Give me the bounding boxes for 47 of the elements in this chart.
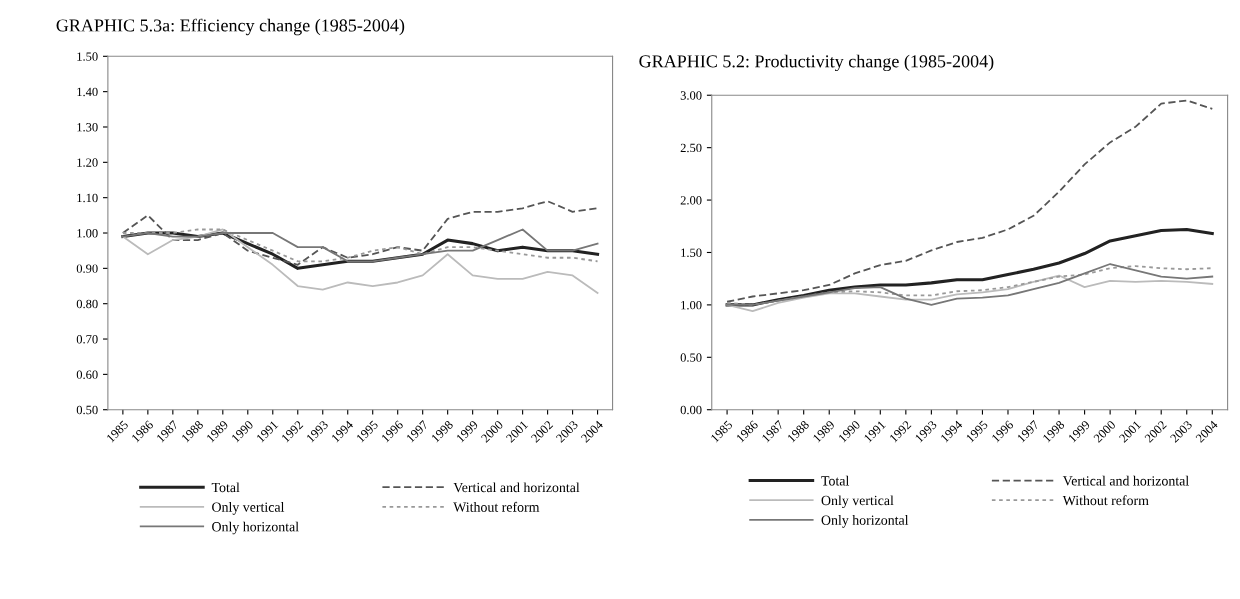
y-tick-label: 1.30 bbox=[77, 123, 98, 132]
line-series bbox=[121, 228, 599, 263]
x-tick-label: 1991 bbox=[256, 420, 279, 443]
line-series bbox=[121, 228, 599, 294]
chart-title: GRAPHIC 5.2: Productivity change (1985-2004) bbox=[639, 54, 994, 72]
y-tick-label: 1.00 bbox=[77, 229, 98, 238]
line-series bbox=[726, 99, 1214, 303]
y-tick-label: 0.80 bbox=[76, 299, 98, 309]
y-tick-label: 2.50 bbox=[680, 143, 702, 153]
legend-label: Only horizontal bbox=[821, 515, 909, 528]
y-tick-label: 1.20 bbox=[77, 158, 98, 167]
y-tick-label: 0.70 bbox=[76, 335, 98, 344]
x-tick-label: 1993 bbox=[306, 420, 329, 443]
x-tick-label: 1992 bbox=[281, 420, 304, 443]
line-series bbox=[121, 200, 599, 266]
y-tick-label: 0.50 bbox=[680, 353, 702, 362]
y-tick-label: 0.90 bbox=[76, 264, 98, 273]
x-tick-label: 1994 bbox=[331, 419, 354, 443]
y-tick-label: 0.00 bbox=[680, 405, 702, 415]
x-tick-label: 1990 bbox=[838, 420, 861, 443]
y-tick-label: 1.10 bbox=[77, 193, 98, 203]
y-tick-label: 1.50 bbox=[681, 248, 702, 257]
chart-title: GRAPHIC 5.3a: Efficiency change (1985-2004) bbox=[56, 18, 405, 36]
legend-label: Without reform bbox=[453, 501, 540, 512]
x-tick-label: 1990 bbox=[231, 420, 254, 443]
legend-label: Total bbox=[211, 482, 240, 493]
legend-label: Vertical and horizontal bbox=[453, 482, 580, 493]
y-tick-label: 3.00 bbox=[680, 91, 702, 100]
y-tick-label: 1.50 bbox=[77, 52, 98, 61]
x-tick-label: 1999 bbox=[1067, 420, 1091, 443]
y-tick-label: 0.60 bbox=[76, 370, 98, 379]
legend-label: Only vertical bbox=[212, 502, 285, 515]
y-tick-label: 2.00 bbox=[680, 196, 702, 205]
y-tick-label: 1.40 bbox=[77, 87, 98, 97]
x-tick-label: 1991 bbox=[863, 420, 886, 443]
x-tick-label: 1988 bbox=[787, 420, 810, 443]
x-tick-label: 1999 bbox=[456, 420, 479, 443]
y-tick-label: 0.50 bbox=[76, 405, 98, 415]
legend-label: Total bbox=[821, 475, 850, 486]
legend-label: Only vertical bbox=[821, 495, 894, 509]
legend-label: Without reform bbox=[1062, 495, 1149, 506]
x-tick-label: 1989 bbox=[206, 420, 229, 443]
x-tick-label: 1988 bbox=[181, 420, 204, 443]
x-tick-label: 1998 bbox=[431, 420, 454, 443]
y-tick-label: 1.00 bbox=[681, 300, 702, 310]
legend-label: Only horizontal bbox=[212, 521, 299, 535]
legend-label: Vertical and horizontal bbox=[1062, 475, 1189, 486]
